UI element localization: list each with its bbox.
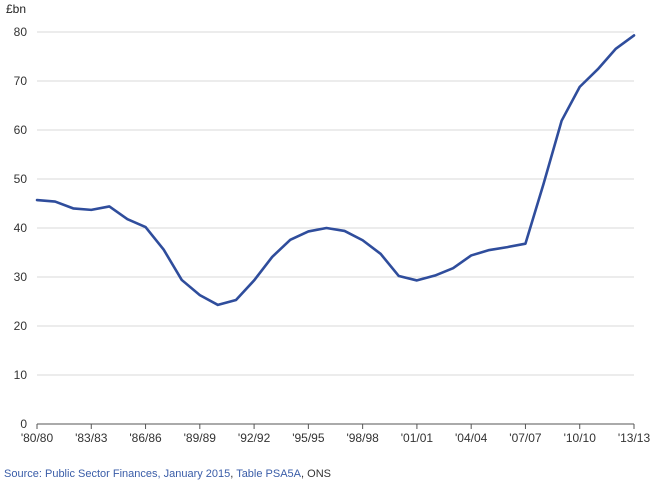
x-tick-label: '92/92 <box>238 431 271 445</box>
y-axis-unit-label: £bn <box>6 2 26 16</box>
x-axis-ticks: '80/80 '83/83 '86/86 '89/89 '92/92 '95/95 '98/… <box>21 424 651 445</box>
x-tick-label: '10/10 <box>564 431 597 445</box>
y-tick-label: 0 <box>20 417 27 431</box>
x-tick-label: '04/04 <box>455 431 488 445</box>
y-tick-label: 30 <box>14 270 28 284</box>
data-points <box>36 35 635 305</box>
y-tick-label: 50 <box>14 172 28 186</box>
source-label: Source: <box>4 468 42 480</box>
y-tick-label: 60 <box>14 123 28 137</box>
x-tick-label: '86/86 <box>129 431 162 445</box>
source-link-table[interactable]: Table PSA5A <box>236 468 302 480</box>
source-link-publication[interactable]: Public Sector Finances, January 2015 <box>44 468 231 480</box>
y-tick-label: 20 <box>14 319 28 333</box>
y-tick-label: 80 <box>14 25 28 39</box>
x-tick-label: '98/98 <box>346 431 379 445</box>
x-tick-label: '89/89 <box>184 431 217 445</box>
source-separator: , <box>301 468 308 480</box>
gridlines <box>37 31 634 376</box>
y-tick-label: 40 <box>14 221 28 235</box>
y-tick-label: 70 <box>14 74 28 88</box>
x-tick-label: '13/13 <box>618 431 651 445</box>
source-publisher: ONS <box>307 468 331 480</box>
y-tick-label: 10 <box>14 368 28 382</box>
x-tick-label: '07/07 <box>509 431 542 445</box>
x-tick-label: '83/83 <box>75 431 108 445</box>
y-axis-ticks: 0 10 20 30 40 50 60 70 80 <box>14 25 28 431</box>
source-separator: , <box>230 468 237 480</box>
x-tick-label: '01/01 <box>401 431 434 445</box>
series-line <box>35 34 636 307</box>
x-tick-label: '95/95 <box>292 431 325 445</box>
source-note: Source: Public Sector Finances, January … <box>4 468 331 480</box>
x-tick-label: '80/80 <box>21 431 54 445</box>
